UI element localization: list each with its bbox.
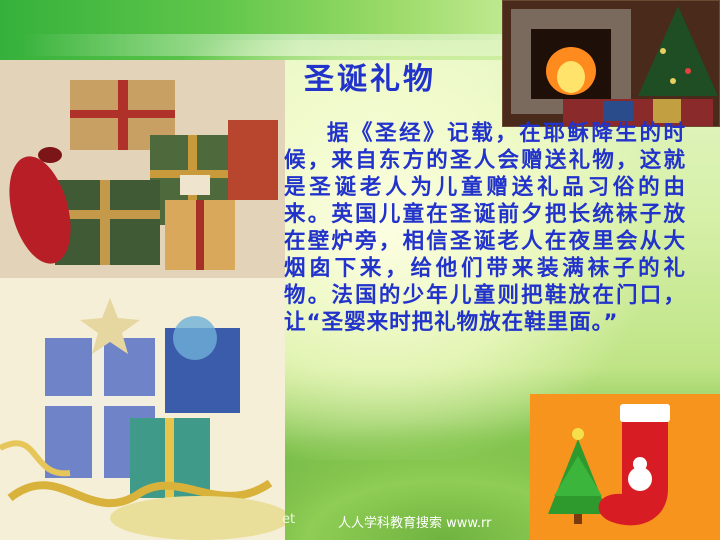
body-paragraph: 据《圣经》记载，在耶稣降生的时候，来自东方的圣人会赠送礼物，这就是圣诞老人为儿童… [284,121,686,335]
ribbon-gifts-photo [0,278,285,540]
gift-boxes-photo [0,60,285,278]
stocking-illustration [530,394,720,540]
stocking-tree-photo [530,394,720,540]
fireplace-illustration [503,1,719,126]
fireplace-tree-photo [502,0,720,127]
footer-watermark: 人人学科教育搜索 www.rr [338,516,492,531]
gift-boxes-illustration [0,60,285,278]
footer-fragment: et [282,512,296,527]
ribbon-gifts-illustration [0,278,285,540]
slide-title: 圣诞礼物 [304,62,436,97]
